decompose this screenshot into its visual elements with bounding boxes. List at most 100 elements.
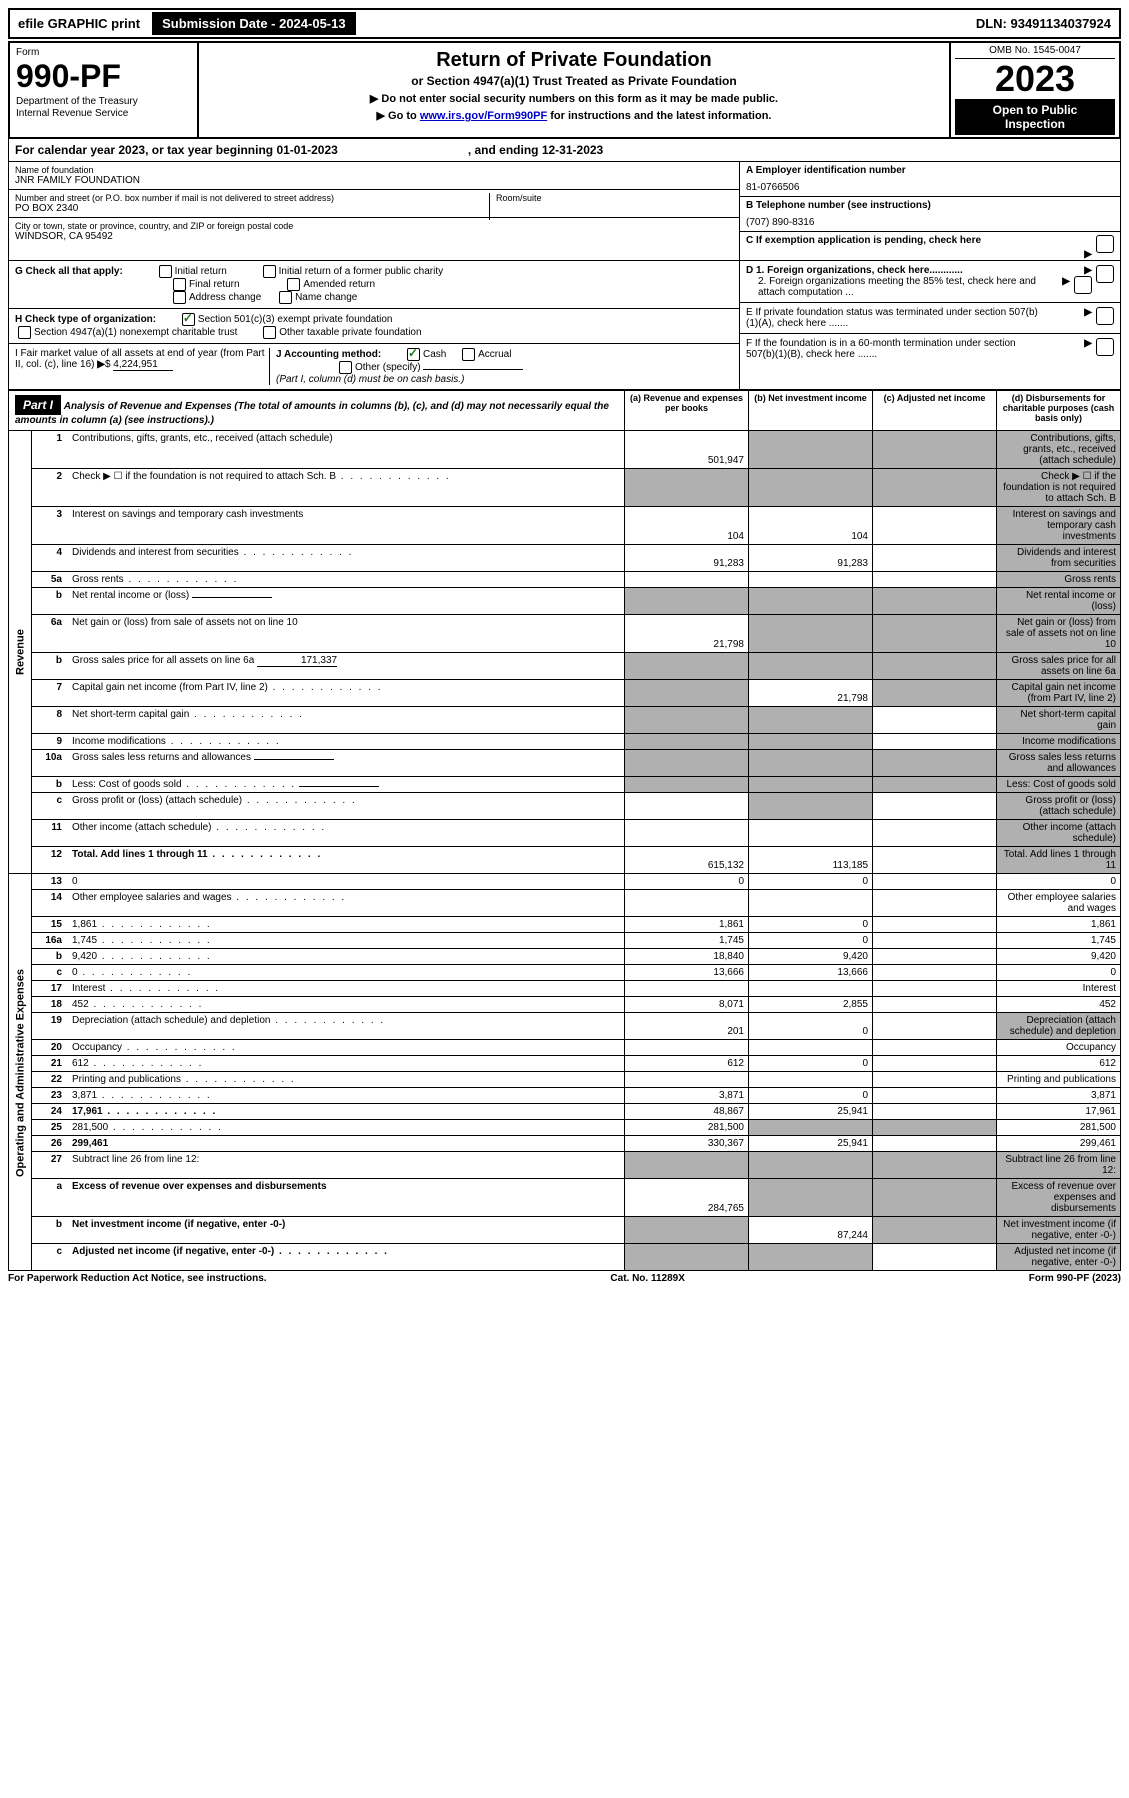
501c3-checkbox[interactable] xyxy=(182,313,195,326)
table-row: bNet investment income (if negative, ent… xyxy=(9,1217,1121,1244)
table-row: 5aGross rentsGross rents xyxy=(9,572,1121,588)
initial-return-checkbox[interactable] xyxy=(159,265,172,278)
cell-d: 0 xyxy=(997,874,1121,890)
table-row: 7Capital gain net income (from Part IV, … xyxy=(9,680,1121,707)
amended-return-checkbox[interactable] xyxy=(287,278,300,291)
initial-former-checkbox[interactable] xyxy=(263,265,276,278)
table-row: cAdjusted net income (if negative, enter… xyxy=(9,1244,1121,1271)
cell-a xyxy=(625,981,749,997)
paperwork-notice: For Paperwork Reduction Act Notice, see … xyxy=(8,1273,267,1284)
cell-d: 452 xyxy=(997,997,1121,1013)
cell-b: 2,855 xyxy=(749,997,873,1013)
final-return-checkbox[interactable] xyxy=(173,278,186,291)
line-number: b xyxy=(32,1217,69,1244)
cell-d: Subtract line 26 from line 12: xyxy=(997,1152,1121,1179)
line-description: Depreciation (attach schedule) and deple… xyxy=(68,1013,625,1040)
other-taxable-checkbox[interactable] xyxy=(263,326,276,339)
cell-c xyxy=(873,588,997,615)
line-number: 4 xyxy=(32,545,69,572)
cell-a: 13,666 xyxy=(625,965,749,981)
submission-date: Submission Date - 2024-05-13 xyxy=(152,12,356,35)
table-row: 11Other income (attach schedule)Other in… xyxy=(9,820,1121,847)
line-number: 14 xyxy=(32,890,69,917)
cell-a xyxy=(625,750,749,777)
cell-c xyxy=(873,507,997,545)
cell-d: Interest xyxy=(997,981,1121,997)
cell-d: Net short-term capital gain xyxy=(997,707,1121,734)
d1-checkbox[interactable] xyxy=(1096,265,1114,283)
cash-checkbox[interactable] xyxy=(407,348,420,361)
cell-a xyxy=(625,793,749,820)
line-description: 1,861 xyxy=(68,917,625,933)
table-row: 9Income modificationsIncome modification… xyxy=(9,734,1121,750)
other-method-checkbox[interactable] xyxy=(339,361,352,374)
line-description: Net short-term capital gain xyxy=(68,707,625,734)
line-description: 9,420 xyxy=(68,949,625,965)
cell-a xyxy=(625,588,749,615)
line-number: c xyxy=(32,1244,69,1271)
top-bar: efile GRAPHIC print Submission Date - 20… xyxy=(8,8,1121,39)
cell-d: 17,961 xyxy=(997,1104,1121,1120)
instructions-link[interactable]: www.irs.gov/Form990PF xyxy=(420,110,547,122)
cell-a: 104 xyxy=(625,507,749,545)
footer: For Paperwork Reduction Act Notice, see … xyxy=(8,1273,1121,1284)
name-change-checkbox[interactable] xyxy=(279,291,292,304)
line-number: 26 xyxy=(32,1136,69,1152)
line-number: 25 xyxy=(32,1120,69,1136)
cell-c xyxy=(873,734,997,750)
part1-label: Part I xyxy=(15,395,61,415)
cell-c xyxy=(873,847,997,874)
cell-b: 0 xyxy=(749,933,873,949)
g-opt-2: Final return xyxy=(189,279,240,290)
g-opt-5: Name change xyxy=(295,292,357,303)
cell-c xyxy=(873,820,997,847)
line-number: 18 xyxy=(32,997,69,1013)
ein-value: 81-0766506 xyxy=(746,182,1114,193)
cell-d: 3,871 xyxy=(997,1088,1121,1104)
line-description: 0 xyxy=(68,965,625,981)
cell-b xyxy=(749,734,873,750)
line-description: Net rental income or (loss) xyxy=(68,588,625,615)
table-row: bGross sales price for all assets on lin… xyxy=(9,653,1121,680)
col-b-head: (b) Net investment income xyxy=(749,391,873,431)
cell-b: 13,666 xyxy=(749,965,873,981)
line-number: b xyxy=(32,588,69,615)
accrual-checkbox[interactable] xyxy=(462,348,475,361)
dept-irs: Internal Revenue Service xyxy=(16,108,191,120)
table-row: 216126120612 xyxy=(9,1056,1121,1072)
cell-a xyxy=(625,1217,749,1244)
efile-print-label[interactable]: efile GRAPHIC print xyxy=(12,14,146,33)
address-change-checkbox[interactable] xyxy=(173,291,186,304)
checks-block: G Check all that apply: Initial return I… xyxy=(8,261,1121,390)
line-description: Gross sales price for all assets on line… xyxy=(68,653,625,680)
e-checkbox[interactable] xyxy=(1096,307,1114,325)
table-row: 10aGross sales less returns and allowanc… xyxy=(9,750,1121,777)
cell-d: Depreciation (attach schedule) and deple… xyxy=(997,1013,1121,1040)
c-checkbox[interactable] xyxy=(1096,235,1114,253)
cell-b xyxy=(749,469,873,507)
line-number: 3 xyxy=(32,507,69,545)
f-checkbox[interactable] xyxy=(1096,338,1114,356)
cell-b xyxy=(749,1072,873,1088)
phone-value: (707) 890-8316 xyxy=(746,217,1114,228)
line-description: Income modifications xyxy=(68,734,625,750)
cell-c xyxy=(873,1120,997,1136)
cell-a xyxy=(625,707,749,734)
cell-c xyxy=(873,1088,997,1104)
col-a-head: (a) Revenue and expenses per books xyxy=(625,391,749,431)
4947a1-checkbox[interactable] xyxy=(18,326,31,339)
f-row: F If the foundation is in a 60-month ter… xyxy=(740,334,1120,364)
cell-c xyxy=(873,653,997,680)
line-description: Dividends and interest from securities xyxy=(68,545,625,572)
room-suite-label: Room/suite xyxy=(489,193,542,220)
tax-year: 2023 xyxy=(955,61,1115,97)
calendar-year-row: For calendar year 2023, or tax year begi… xyxy=(8,139,1121,162)
cell-a: 21,798 xyxy=(625,615,749,653)
cell-a xyxy=(625,680,749,707)
table-row: Operating and Administrative Expenses130… xyxy=(9,874,1121,890)
cell-a xyxy=(625,653,749,680)
line-number: 7 xyxy=(32,680,69,707)
d2-checkbox[interactable] xyxy=(1074,276,1092,294)
line-number: 9 xyxy=(32,734,69,750)
cell-c xyxy=(873,1056,997,1072)
